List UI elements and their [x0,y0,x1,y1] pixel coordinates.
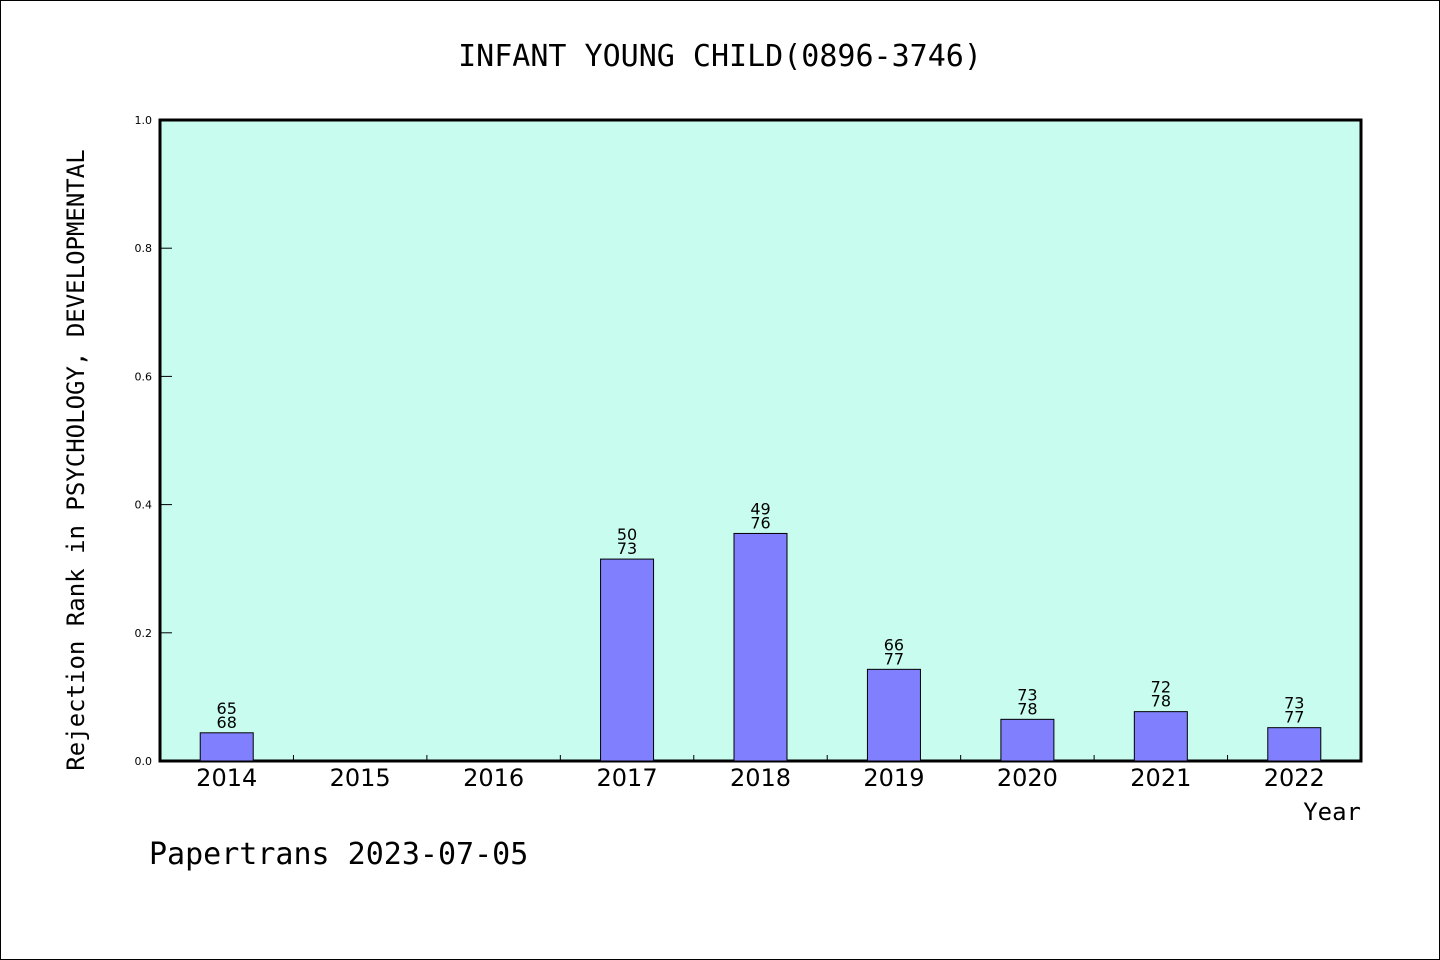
bar-2021 [1133,711,1188,762]
bar-label-upper: 65 [217,699,237,718]
bar-label-lower: 77 [884,649,904,668]
x-tick-label: 2020 [997,764,1058,792]
bar-2014 [199,732,254,762]
y-tick-label: 1.0 [135,114,153,127]
x-tick-label: 2018 [730,764,791,792]
y-tick-label: 0.0 [135,755,153,768]
ticks-layer: 0.0 0.2 0.4 0.6 0.8 1.0 2014 2015 2016 2017 2018 20… [135,114,1325,792]
x-tick-label: 2015 [330,764,391,792]
y-axis-label: Rejection Rank in PSYCHOLOGY, DEVELOPMEN… [62,149,90,770]
bar-2017 [600,558,655,762]
bar-label-lower: 68 [217,713,237,732]
y-tick-label: 0.2 [135,627,153,640]
bar-label-upper: 49 [750,499,770,518]
bar-2019 [866,668,921,762]
bar-label-upper: 66 [884,635,904,654]
bar-2022 [1267,727,1322,762]
bar-2020 [1000,718,1055,762]
bar-label-upper: 50 [617,525,637,544]
y-tick-label: 0.8 [135,242,153,255]
footer-text: Papertrans 2023-07-05 [149,837,528,872]
y-tick-label: 0.6 [135,370,153,383]
bar-label-lower: 78 [1151,692,1171,711]
bar-label-upper: 73 [1017,685,1037,704]
bar-label-upper: 72 [1151,678,1171,697]
x-tick-label: 2017 [597,764,658,792]
bar-label-lower: 77 [1284,708,1304,727]
x-tick-label: 2016 [463,764,524,792]
x-axis-label: Year [1303,798,1361,826]
x-tick-label: 2014 [196,764,257,792]
x-tick-label: 2019 [863,764,924,792]
y-tick-label: 0.4 [135,499,153,512]
bar-label-lower: 78 [1017,699,1037,718]
chart-title: INFANT YOUNG CHILD(0896-3746) [458,39,982,74]
bar-label-lower: 73 [617,539,637,558]
x-tick-label: 2021 [1130,764,1191,792]
bar-label-upper: 73 [1284,694,1304,713]
bar-label-lower: 76 [750,513,770,532]
bar-2018 [733,532,788,762]
x-tick-label: 2022 [1264,764,1325,792]
